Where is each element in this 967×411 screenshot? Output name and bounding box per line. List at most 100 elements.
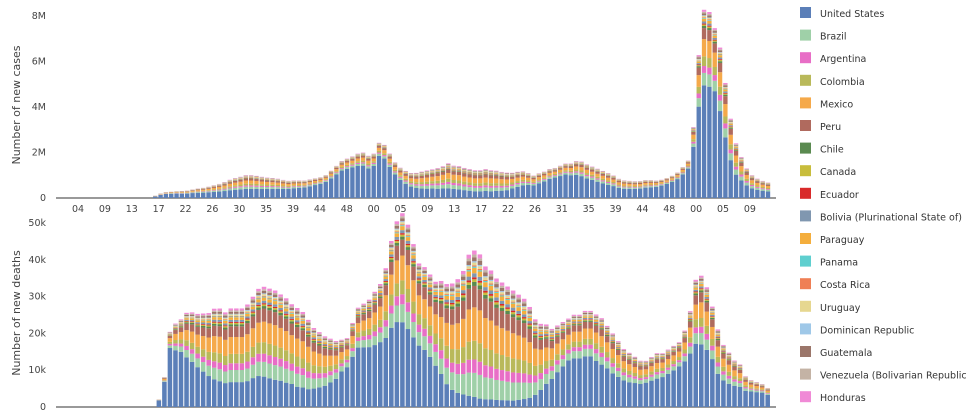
bar-segment (599, 323, 604, 326)
bar-segment (394, 245, 400, 261)
bar-segment-united-states (693, 343, 699, 407)
bar-segment (593, 332, 599, 344)
bar-segment-united-states (438, 373, 444, 407)
bar-segment (466, 280, 472, 283)
bar-segment (278, 296, 283, 299)
bar-segment (544, 361, 549, 369)
bar-segment (455, 301, 461, 304)
bar-segment (515, 181, 520, 183)
bar-segment (377, 295, 383, 297)
bar-segment (433, 299, 438, 303)
bar-segment (256, 305, 261, 308)
bar-segment-united-states (264, 188, 270, 198)
bar-segment-united-states (638, 384, 643, 407)
bar-segment-united-states (488, 191, 494, 198)
bar-segment (488, 290, 494, 295)
bar-segment (693, 279, 699, 282)
bar-segment (462, 170, 467, 172)
bar-segment (234, 314, 239, 316)
bar-segment (333, 364, 339, 370)
legend-label[interactable]: Bolivia (Plurinational State of) (820, 212, 962, 223)
legend-label[interactable]: United States (820, 9, 884, 20)
bar-segment (472, 285, 477, 308)
bar-segment (760, 186, 765, 189)
legend-label[interactable]: Peru (820, 122, 841, 133)
bar-segment (599, 318, 604, 320)
bar-segment (405, 311, 411, 330)
bar-segment-united-states (571, 358, 577, 407)
x-tick-label: 39 (609, 204, 621, 215)
legend-label[interactable]: Paraguay (820, 235, 865, 246)
legend-label[interactable]: Guatemala (820, 348, 872, 359)
bar-segment (654, 354, 660, 356)
bar-segment (723, 89, 728, 92)
bar-segment (339, 163, 344, 165)
bar-segment (520, 174, 526, 177)
bar-segment (632, 184, 637, 186)
bar-segment (621, 355, 627, 357)
bar-segment (547, 175, 552, 177)
bar-segment (411, 313, 416, 323)
bar-segment (699, 283, 704, 287)
y-axis-label: Number of new cases (10, 45, 23, 164)
legend-label[interactable]: Colombia (820, 77, 865, 88)
bar-segment (696, 66, 701, 68)
bar-segment (435, 170, 440, 172)
bar-segment (350, 336, 355, 344)
x-tick-label: 35 (583, 204, 595, 215)
legend-label[interactable]: Ecuador (820, 190, 859, 201)
bar-segment (472, 372, 477, 397)
bar-segment (317, 338, 322, 341)
bar-segment (754, 390, 759, 393)
legend-label[interactable]: Chile (820, 145, 844, 156)
legend-label[interactable]: Argentina (820, 54, 866, 65)
bar-segment (311, 328, 317, 330)
bar-segment (278, 312, 283, 316)
bar-segment-united-states (163, 193, 169, 198)
bar-segment (377, 289, 383, 291)
bar-segment (405, 302, 411, 312)
bar-segment (687, 311, 693, 313)
legend-swatch (800, 300, 811, 312)
bar-segment (435, 172, 440, 174)
bar-segment (278, 347, 283, 359)
bar-segment (721, 346, 726, 348)
bar-segment (223, 355, 228, 366)
bar-segment (317, 344, 322, 346)
bar-segment (715, 356, 721, 363)
bar-segment (195, 334, 200, 347)
bar-segment (248, 185, 254, 187)
bar-segment-united-states (248, 188, 254, 198)
bar-segment (707, 28, 712, 31)
bar-segment (505, 330, 510, 357)
legend-label[interactable]: Mexico (820, 99, 853, 110)
bar-segment (499, 285, 505, 288)
legend-label[interactable]: Venezuela (Bolivarian Republic of) (820, 371, 967, 382)
legend-label[interactable]: Brazil (820, 32, 847, 43)
bar-segment (377, 284, 383, 286)
legend-label[interactable]: Uruguay (820, 303, 861, 314)
bar-segment (261, 293, 267, 295)
bar-segment (250, 298, 256, 301)
bar-segment (717, 72, 723, 87)
legend-label[interactable]: Honduras (820, 393, 866, 404)
bar-segment-united-states (355, 165, 360, 198)
legend-label[interactable]: Costa Rica (820, 280, 870, 291)
bar-segment-united-states (350, 167, 355, 198)
bar-segment (687, 320, 693, 322)
legend-label[interactable]: Panama (820, 258, 858, 269)
bar-segment (376, 153, 382, 156)
bar-segment (582, 328, 588, 339)
legend-label[interactable]: Dominican Republic (820, 325, 914, 336)
legend-label[interactable]: Canada (820, 167, 856, 178)
bar-segment (499, 307, 505, 311)
bar-segment (339, 343, 344, 345)
bar-segment-united-states (411, 337, 416, 407)
bar-segment (245, 310, 250, 311)
bar-segment (361, 307, 366, 309)
bar-segment (411, 261, 416, 263)
bar-segment (250, 311, 256, 313)
bar-segment (538, 336, 544, 339)
bar-segment (389, 256, 394, 258)
legend-swatch (800, 323, 811, 335)
